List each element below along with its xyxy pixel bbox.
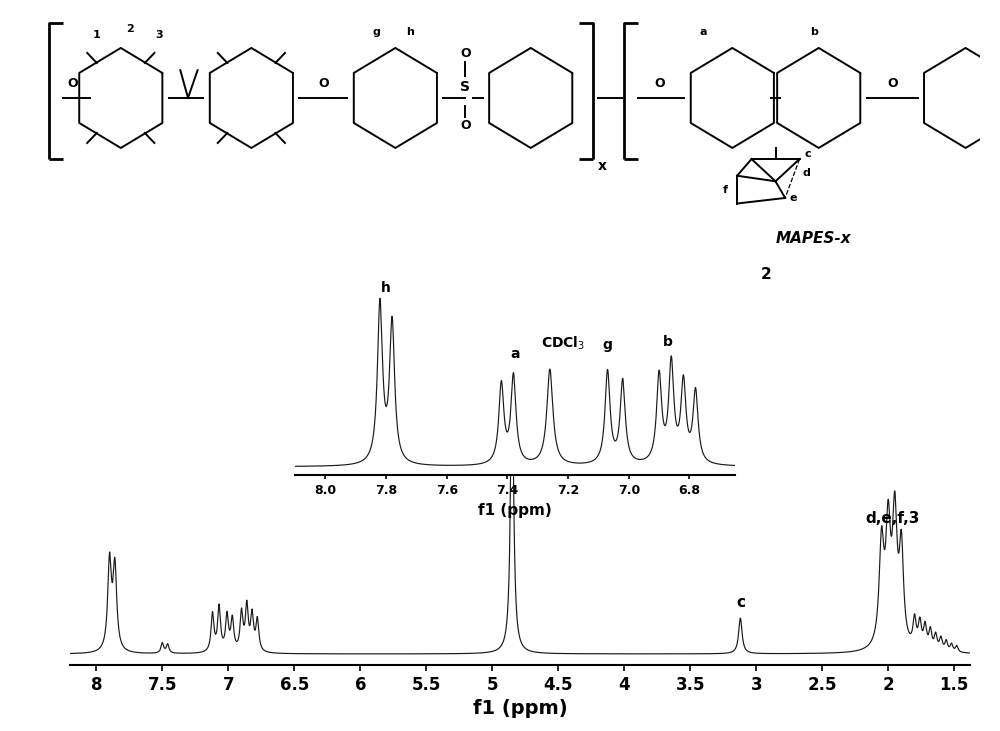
Text: a: a — [700, 27, 707, 37]
Text: O: O — [318, 77, 329, 90]
Text: 2: 2 — [127, 24, 134, 34]
Text: O: O — [460, 47, 471, 60]
Text: O: O — [460, 119, 471, 132]
Text: c: c — [804, 148, 811, 159]
Text: d: d — [802, 168, 810, 178]
Text: d,e,f,3: d,e,f,3 — [865, 511, 919, 526]
Text: O: O — [654, 77, 665, 90]
Text: S: S — [460, 80, 470, 94]
Text: b: b — [810, 27, 818, 37]
Text: f: f — [723, 185, 728, 194]
Text: g: g — [603, 338, 612, 352]
X-axis label: f1 (ppm): f1 (ppm) — [473, 699, 567, 718]
Text: h: h — [381, 281, 391, 295]
Text: 2: 2 — [507, 353, 517, 368]
Text: 2: 2 — [761, 268, 771, 282]
Text: CDCl$_3$: CDCl$_3$ — [541, 335, 585, 352]
Text: c: c — [736, 594, 745, 610]
Text: g: g — [372, 27, 380, 37]
Text: x: x — [598, 159, 607, 173]
Text: O: O — [887, 77, 898, 90]
Text: MAPES-x: MAPES-x — [776, 231, 852, 246]
Text: a: a — [510, 346, 520, 360]
Text: e: e — [790, 193, 797, 203]
Text: 3: 3 — [155, 30, 163, 39]
Text: h: h — [406, 27, 414, 37]
Text: 1: 1 — [93, 30, 101, 39]
X-axis label: f1 (ppm): f1 (ppm) — [478, 503, 552, 518]
Text: b: b — [663, 335, 673, 349]
Text: O: O — [67, 77, 78, 90]
